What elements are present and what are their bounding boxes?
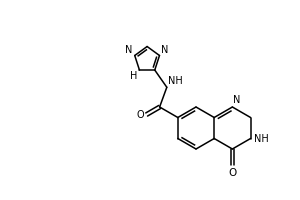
Text: H: H <box>130 71 137 81</box>
Text: N: N <box>125 45 133 55</box>
Text: O: O <box>136 110 144 119</box>
Text: NH: NH <box>168 76 183 86</box>
Text: NH: NH <box>254 134 268 144</box>
Text: O: O <box>228 168 236 178</box>
Text: N: N <box>233 95 241 105</box>
Text: N: N <box>161 45 169 55</box>
